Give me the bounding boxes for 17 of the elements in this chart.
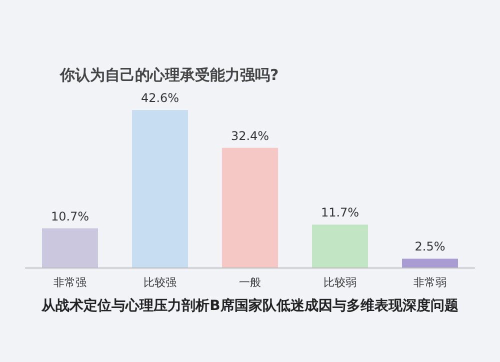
- bar: [312, 224, 368, 268]
- x-tick-label: 非常弱: [414, 276, 446, 289]
- x-tick-label: 非常强: [54, 276, 86, 289]
- bar: [222, 148, 278, 268]
- x-tick-label: 比较强: [144, 276, 176, 289]
- chart-title: 你认为自己的心理承受能力强吗?: [59, 66, 279, 84]
- data-label: 11.7%: [320, 206, 360, 220]
- bar: [42, 228, 98, 268]
- x-tick-label: 比较弱: [324, 276, 356, 289]
- data-label: 10.7%: [50, 209, 90, 224]
- text: 从战术定位与心理压力剖析B席国家队低迷成因与多维表现深度问题: [40, 297, 458, 314]
- bar: [132, 110, 188, 268]
- data-label: 32.4%: [230, 128, 270, 143]
- data-label: 42.6%: [140, 91, 180, 105]
- bar: [402, 258, 458, 268]
- x-tick-label: 一般: [239, 276, 261, 289]
- data-label: 2.5%: [414, 240, 446, 254]
